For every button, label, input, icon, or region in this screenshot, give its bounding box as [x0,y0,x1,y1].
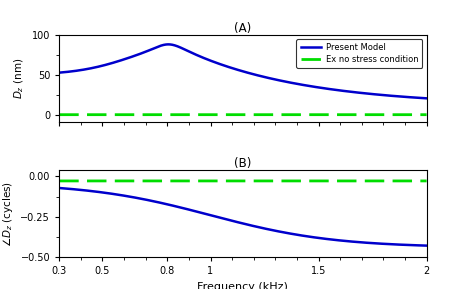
Ex no stress condition [225,113,231,116]
Present Model [226,65,231,68]
Legend: Present Model, Ex no stress condition: Present Model, Ex no stress condition [296,39,422,68]
Present Model [413,96,419,99]
Present Model [413,96,419,99]
Present Model [75,69,81,72]
Y-axis label: $D_z$ (nm): $D_z$ (nm) [13,58,26,99]
Ex no stress condition [413,113,419,116]
Ex no stress condition [346,113,351,116]
Ex no stress condition [56,113,62,116]
Present Model [235,68,241,72]
Ex no stress condition [424,113,429,116]
Ex no stress condition [413,113,419,116]
Title: (B): (B) [234,157,252,170]
Present Model [165,43,171,46]
Ex no stress condition [235,113,241,116]
Present Model [346,90,352,93]
Y-axis label: $\angle D_z$ (cycles): $\angle D_z$ (cycles) [1,181,15,247]
Present Model [56,71,62,74]
X-axis label: Frequency (kHz): Frequency (kHz) [198,282,288,289]
Present Model [424,97,429,100]
Line: Present Model: Present Model [59,45,427,98]
Ex no stress condition [75,113,81,116]
Title: (A): (A) [234,22,252,35]
